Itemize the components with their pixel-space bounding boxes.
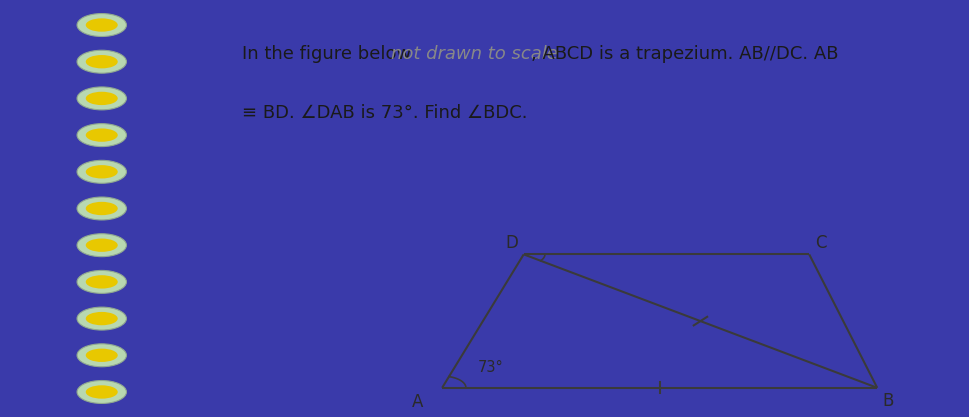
- Ellipse shape: [78, 161, 126, 183]
- Text: , ABCD is a trapezium. AB//DC. AB: , ABCD is a trapezium. AB//DC. AB: [531, 45, 839, 63]
- Ellipse shape: [85, 275, 118, 289]
- Ellipse shape: [78, 307, 126, 330]
- Ellipse shape: [78, 197, 126, 220]
- Ellipse shape: [78, 124, 126, 147]
- Ellipse shape: [85, 385, 118, 399]
- Text: D: D: [505, 234, 518, 251]
- Ellipse shape: [85, 128, 118, 142]
- Ellipse shape: [85, 18, 118, 32]
- Ellipse shape: [85, 202, 118, 215]
- Ellipse shape: [78, 50, 126, 73]
- Ellipse shape: [78, 344, 126, 367]
- Ellipse shape: [78, 270, 126, 294]
- Ellipse shape: [85, 165, 118, 178]
- Text: ≡ BD. ∠DAB is 73°. Find ∠BDC.: ≡ BD. ∠DAB is 73°. Find ∠BDC.: [242, 103, 528, 122]
- Ellipse shape: [78, 87, 126, 110]
- Text: C: C: [815, 234, 827, 251]
- Ellipse shape: [85, 239, 118, 252]
- Ellipse shape: [85, 92, 118, 105]
- Text: 73°: 73°: [478, 360, 504, 375]
- Text: A: A: [412, 393, 423, 411]
- Ellipse shape: [78, 14, 126, 37]
- Ellipse shape: [78, 380, 126, 404]
- Text: not drawn to scale: not drawn to scale: [391, 45, 558, 63]
- Text: B: B: [883, 392, 894, 410]
- Ellipse shape: [78, 234, 126, 257]
- Text: In the figure below: In the figure below: [242, 45, 418, 63]
- Ellipse shape: [85, 349, 118, 362]
- Ellipse shape: [85, 312, 118, 325]
- Ellipse shape: [85, 55, 118, 68]
